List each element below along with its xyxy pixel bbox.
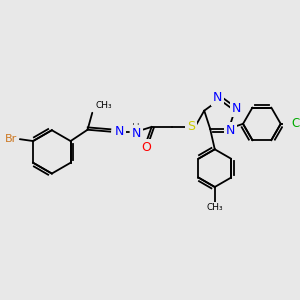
Text: S: S bbox=[187, 120, 195, 134]
Text: O: O bbox=[141, 141, 151, 154]
Text: Cl: Cl bbox=[292, 117, 300, 130]
Text: H: H bbox=[132, 123, 140, 133]
Text: N: N bbox=[232, 102, 241, 115]
Text: CH₃: CH₃ bbox=[95, 101, 112, 110]
Text: CH₃: CH₃ bbox=[206, 203, 223, 212]
Text: N: N bbox=[115, 125, 124, 138]
Text: N: N bbox=[213, 91, 222, 104]
Text: N: N bbox=[132, 127, 141, 140]
Text: Br: Br bbox=[5, 134, 17, 144]
Text: N: N bbox=[226, 124, 236, 137]
